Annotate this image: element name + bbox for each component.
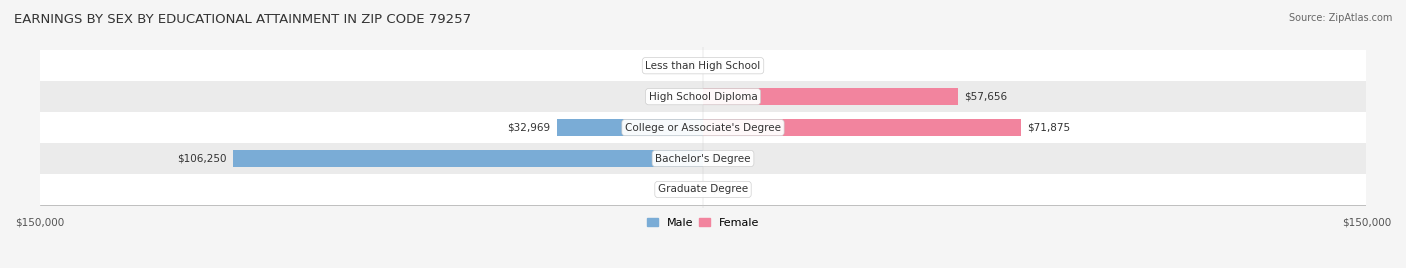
- Bar: [39, 81, 1367, 112]
- Text: $106,250: $106,250: [177, 154, 226, 163]
- Legend: Male, Female: Male, Female: [644, 215, 762, 231]
- Text: Graduate Degree: Graduate Degree: [658, 184, 748, 195]
- Text: $0: $0: [710, 61, 723, 71]
- Bar: [39, 112, 1367, 143]
- Text: $0: $0: [710, 154, 723, 163]
- Text: $0: $0: [710, 184, 723, 195]
- Text: $71,875: $71,875: [1028, 122, 1070, 133]
- Bar: [233, 150, 703, 167]
- Bar: [703, 119, 1021, 136]
- Text: $32,969: $32,969: [508, 122, 551, 133]
- Bar: [39, 174, 1367, 205]
- Bar: [39, 143, 1367, 174]
- Text: Source: ZipAtlas.com: Source: ZipAtlas.com: [1288, 13, 1392, 23]
- Text: High School Diploma: High School Diploma: [648, 92, 758, 102]
- Text: College or Associate's Degree: College or Associate's Degree: [626, 122, 780, 133]
- Text: Bachelor's Degree: Bachelor's Degree: [655, 154, 751, 163]
- Text: Less than High School: Less than High School: [645, 61, 761, 71]
- Text: $57,656: $57,656: [965, 92, 1008, 102]
- Bar: [703, 88, 957, 105]
- Text: EARNINGS BY SEX BY EDUCATIONAL ATTAINMENT IN ZIP CODE 79257: EARNINGS BY SEX BY EDUCATIONAL ATTAINMEN…: [14, 13, 471, 27]
- Text: $0: $0: [683, 92, 696, 102]
- Bar: [557, 119, 703, 136]
- Bar: [39, 50, 1367, 81]
- Text: $0: $0: [683, 184, 696, 195]
- Text: $0: $0: [683, 61, 696, 71]
